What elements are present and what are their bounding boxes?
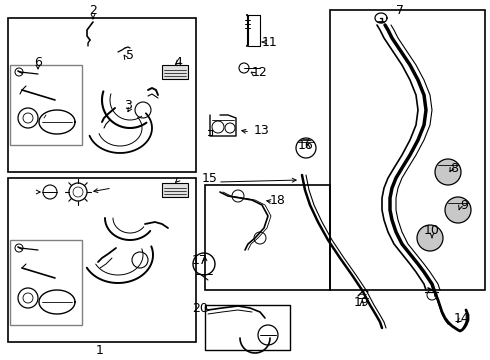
Text: 2: 2	[89, 4, 97, 17]
Text: 20: 20	[192, 302, 208, 315]
Text: 10: 10	[424, 224, 440, 237]
Bar	[162, 183, 188, 197]
Bar	[8, 18, 196, 172]
Text: 7: 7	[396, 4, 404, 17]
Text: 3: 3	[124, 99, 132, 112]
Text: 1: 1	[96, 345, 104, 357]
Text: 12: 12	[252, 66, 268, 78]
Circle shape	[445, 197, 471, 223]
Text: 17: 17	[192, 253, 208, 266]
Bar	[205, 305, 290, 350]
Bar	[205, 185, 330, 290]
Text: 13: 13	[254, 123, 270, 136]
Bar	[162, 65, 188, 79]
Bar	[10, 65, 82, 145]
Text: 18: 18	[270, 194, 286, 207]
Text: 4: 4	[174, 55, 182, 68]
Bar	[10, 240, 82, 325]
Text: 11: 11	[262, 36, 278, 49]
Bar	[330, 10, 485, 290]
Text: 5: 5	[126, 49, 134, 62]
Text: 15: 15	[202, 171, 218, 185]
Circle shape	[417, 225, 443, 251]
Text: 8: 8	[450, 162, 458, 175]
Text: 6: 6	[34, 55, 42, 68]
Text: 16: 16	[298, 139, 314, 152]
Circle shape	[435, 159, 461, 185]
Text: 9: 9	[460, 198, 468, 212]
Text: 14: 14	[454, 311, 470, 324]
Bar	[8, 178, 196, 342]
Text: 19: 19	[354, 296, 370, 309]
